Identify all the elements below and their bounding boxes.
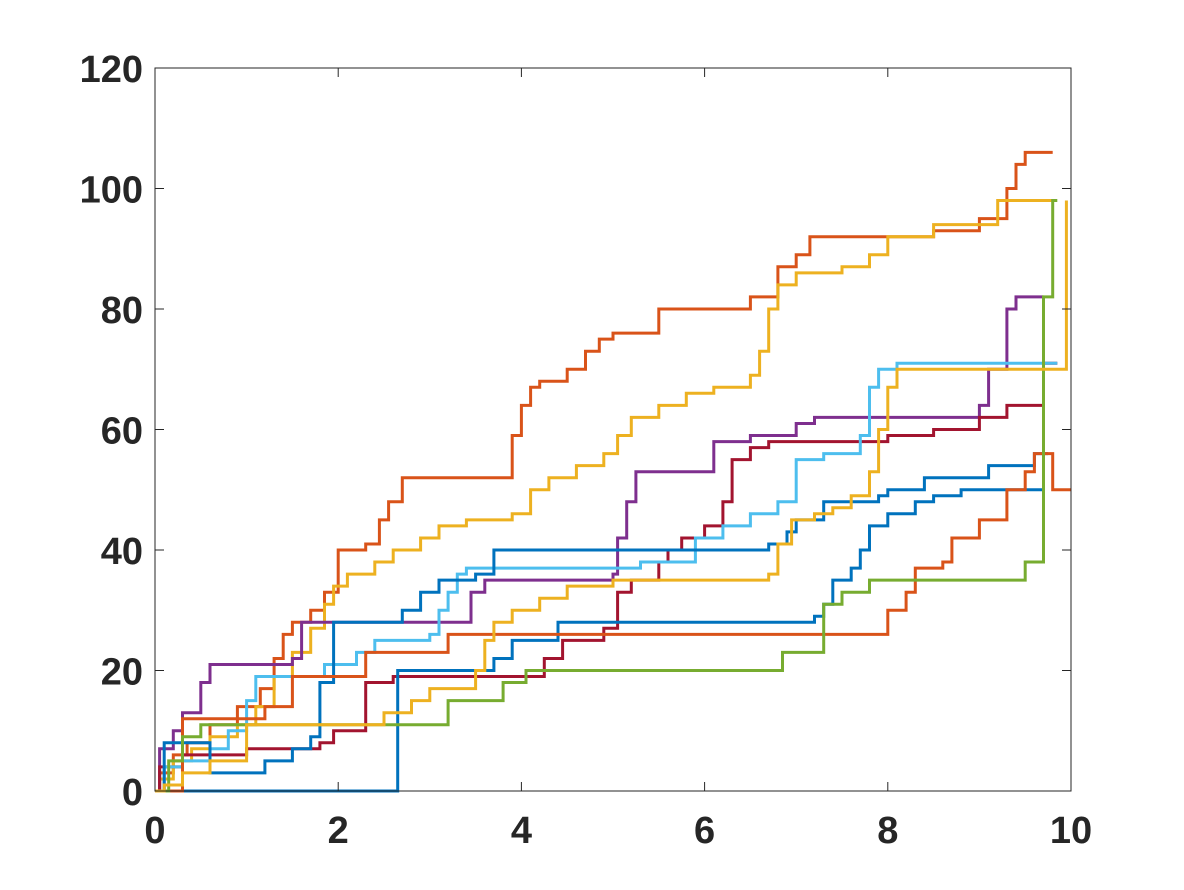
axes-frame bbox=[154, 67, 1072, 792]
series-line-6 bbox=[155, 452, 1049, 793]
y-tick-label: 80 bbox=[101, 290, 143, 332]
y-tick-label: 100 bbox=[80, 170, 143, 212]
y-tick-label: 20 bbox=[101, 652, 143, 694]
x-tick-label: 2 bbox=[328, 810, 349, 852]
series-line-3 bbox=[155, 295, 1044, 793]
x-tick-label: 8 bbox=[877, 810, 898, 852]
y-tick-label: 40 bbox=[101, 531, 143, 573]
x-tick-label: 10 bbox=[1050, 810, 1092, 852]
x-tick-label: 4 bbox=[511, 810, 532, 852]
x-tick-label: 0 bbox=[144, 810, 165, 852]
series-line-4 bbox=[155, 361, 1058, 793]
x-tick-label: 6 bbox=[694, 810, 715, 852]
series-line-9 bbox=[155, 199, 1058, 793]
series-line-1 bbox=[155, 150, 1053, 793]
y-tick-label: 120 bbox=[80, 49, 143, 91]
series-layer bbox=[155, 150, 1071, 793]
series-line-8 bbox=[155, 452, 1071, 793]
series-line-10 bbox=[155, 200, 1068, 793]
y-tick-label: 0 bbox=[122, 772, 143, 814]
y-tick-label: 60 bbox=[101, 411, 143, 453]
